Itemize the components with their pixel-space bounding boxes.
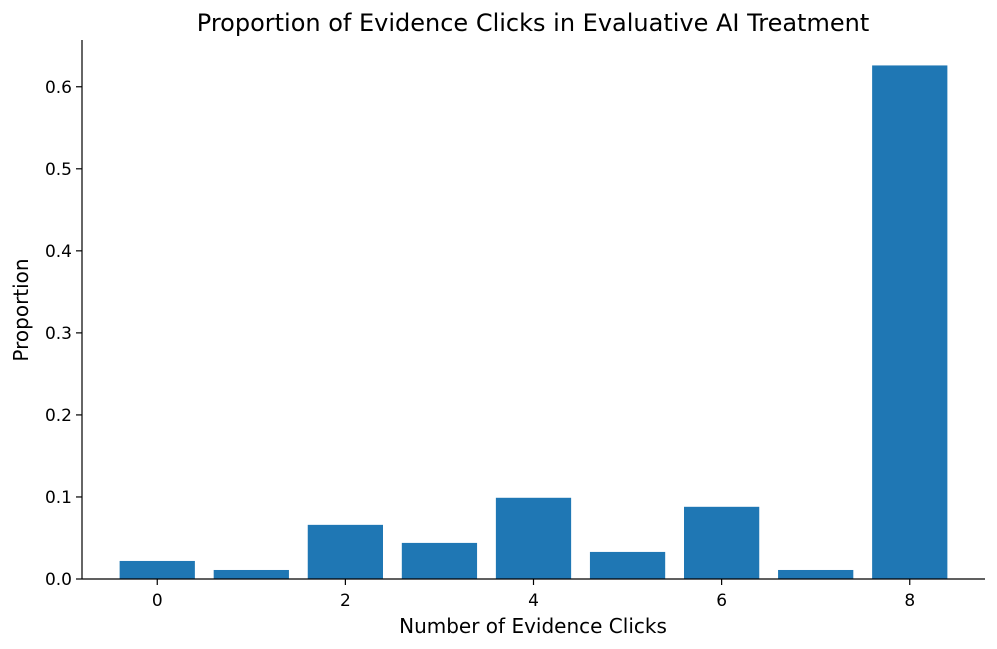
plot-area <box>119 65 948 580</box>
bar-4 <box>495 497 572 579</box>
y-tick-label: 0.2 <box>45 406 72 426</box>
x-tick-label: 8 <box>904 591 915 611</box>
y-ticks: 0.0 0.1 0.2 0.3 0.4 0.5 0.6 <box>45 78 82 590</box>
chart-title: Proportion of Evidence Clicks in Evaluat… <box>197 9 869 37</box>
x-tick-label: 4 <box>528 591 539 611</box>
x-tick-label: 6 <box>716 591 727 611</box>
x-tick-label: 2 <box>340 591 351 611</box>
bar-0 <box>119 560 195 579</box>
bar-7 <box>778 569 854 579</box>
bar-1 <box>213 569 289 579</box>
y-tick-label: 0.3 <box>45 324 72 344</box>
bar-6 <box>684 506 760 579</box>
bar-3 <box>401 542 478 579</box>
y-tick-label: 0.5 <box>45 160 72 180</box>
x-tick-label: 0 <box>152 591 163 611</box>
y-tick-label: 0.1 <box>45 488 72 508</box>
y-tick-label: 0.0 <box>45 570 72 590</box>
y-tick-label: 0.4 <box>45 242 72 262</box>
y-tick-label: 0.6 <box>45 78 72 98</box>
y-axis-label: Proportion <box>9 258 33 361</box>
bar-8 <box>872 65 948 580</box>
bar-2 <box>307 524 383 579</box>
bar-5 <box>589 551 666 579</box>
x-ticks: 0 2 4 6 8 <box>152 579 915 611</box>
x-axis-label: Number of Evidence Clicks <box>399 614 667 638</box>
